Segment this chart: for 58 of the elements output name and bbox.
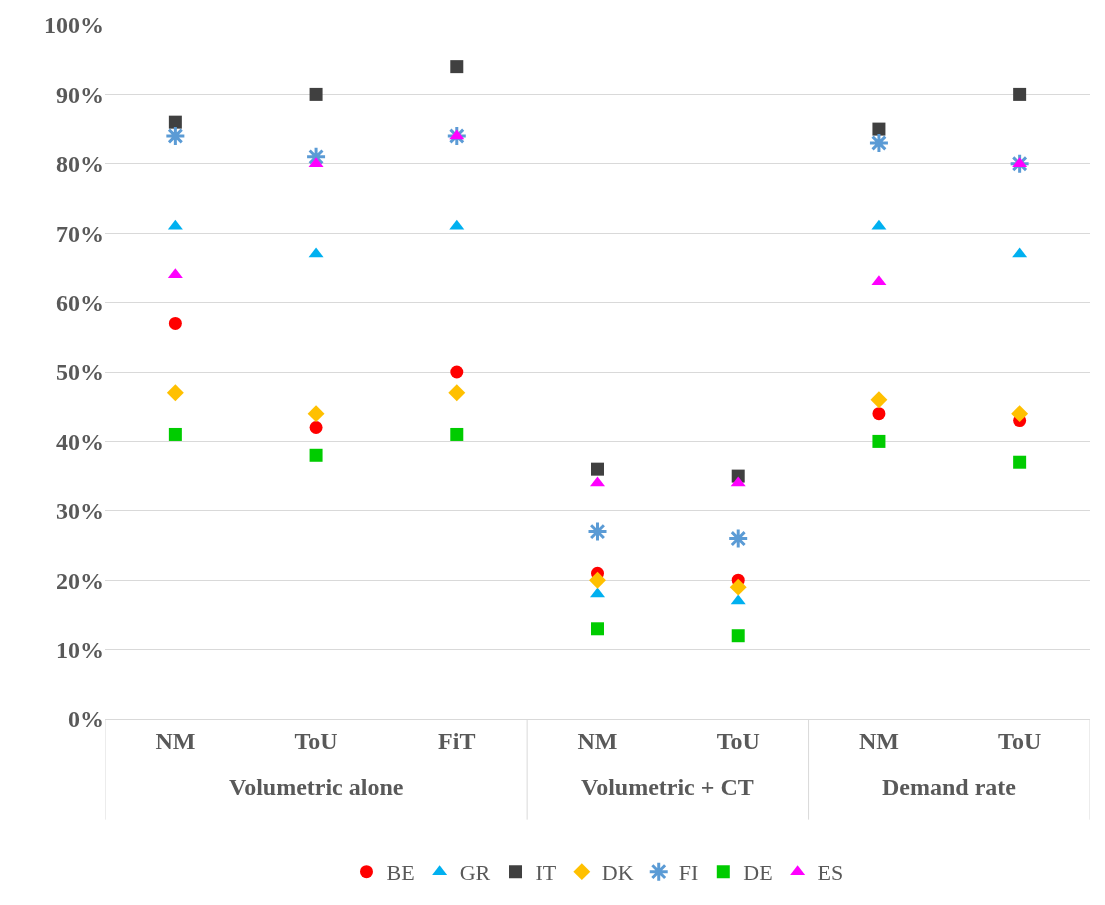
x-tick-label: ToU (294, 727, 338, 754)
y-tick-label: 60% (56, 290, 104, 316)
point (587, 521, 608, 543)
point (591, 462, 604, 476)
point (446, 125, 468, 147)
legend-label: DE (743, 860, 773, 886)
point (1009, 153, 1031, 175)
point (868, 132, 890, 154)
y-tick-label: 80% (56, 151, 104, 178)
point (450, 427, 464, 441)
point (309, 87, 323, 101)
point (166, 384, 184, 402)
point (309, 421, 323, 435)
y-tick-label: 30% (56, 498, 104, 525)
point (168, 427, 182, 441)
x-tick-label: FiT (438, 727, 476, 754)
point (872, 434, 886, 448)
point (729, 578, 747, 596)
x-tick-label: ToU (998, 727, 1042, 754)
point (1011, 405, 1029, 423)
point (727, 528, 749, 550)
point (448, 384, 466, 402)
point (168, 316, 182, 330)
x-tick-label: NM (155, 727, 196, 754)
legend-label: DK (601, 860, 634, 886)
legend-label: FI (678, 860, 699, 886)
point (450, 60, 464, 74)
y-tick-label: 100% (44, 12, 104, 39)
point (731, 629, 745, 643)
y-tick-label: 50% (56, 359, 104, 386)
x-tick-label: NM (577, 727, 618, 754)
x-tick-label: NM (858, 727, 899, 754)
legend-label: GR (459, 860, 491, 886)
legend-label: ES (817, 860, 844, 886)
text: Volumetric alone (229, 774, 404, 800)
legend-label: IT (535, 860, 557, 886)
point (872, 407, 886, 421)
y-tick-label: 10% (56, 637, 104, 663)
y-tick-label: 70% (56, 220, 104, 247)
point (1013, 455, 1027, 469)
x-tick-label: ToU (716, 727, 760, 754)
point (168, 115, 182, 129)
y-tick-label: 20% (56, 567, 104, 594)
point (1013, 87, 1027, 101)
y-tick-label: 40% (56, 428, 104, 455)
text: Demand rate (882, 774, 1017, 800)
point (450, 365, 464, 379)
point (870, 391, 888, 409)
point (307, 405, 325, 423)
y-tick-label: 90% (56, 81, 104, 108)
text: Volumetric + CT (581, 774, 754, 800)
point (309, 448, 323, 462)
point (872, 122, 886, 136)
point (591, 622, 604, 636)
y-tick-label: 0% (68, 706, 104, 733)
point (589, 571, 606, 589)
point (164, 125, 186, 147)
legend-label: BE (386, 860, 415, 886)
